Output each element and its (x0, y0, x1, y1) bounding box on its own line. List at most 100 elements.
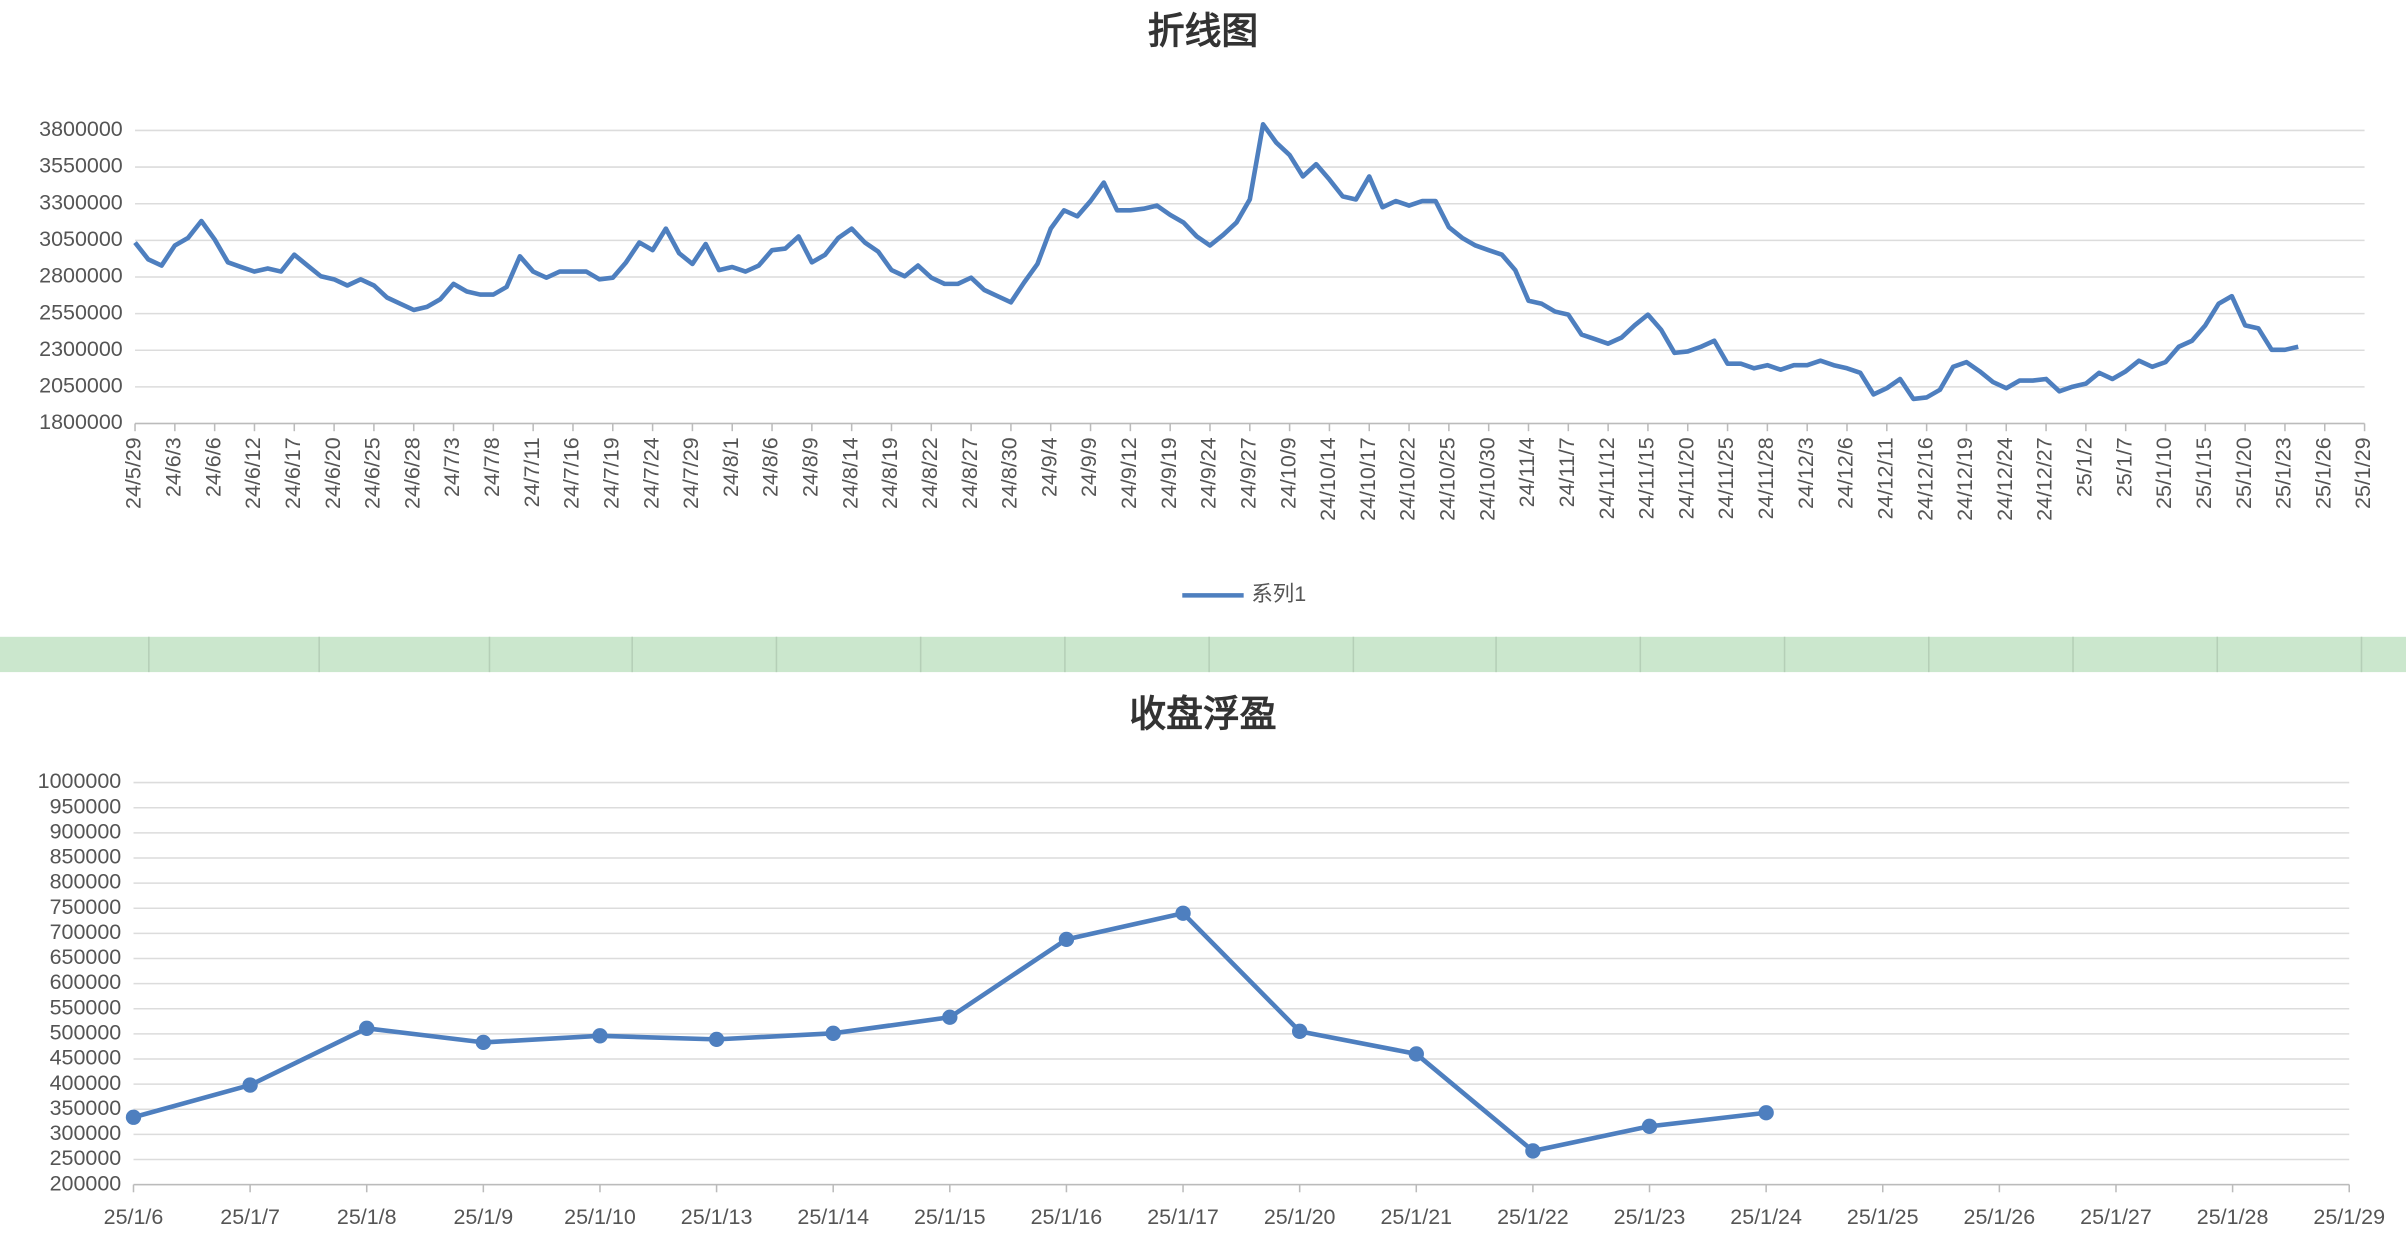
y-tick-label: 1000000 (38, 769, 122, 793)
x-tick-label: 24/11/12 (1595, 437, 1619, 519)
data-point (1291, 1023, 1308, 1040)
x-tick-label: 25/1/23 (2272, 437, 2296, 509)
y-tick-label: 1800000 (39, 410, 123, 434)
y-tick-label: 2550000 (39, 300, 123, 324)
x-tick-label: 25/1/26 (1964, 1205, 2036, 1229)
x-tick-label: 24/6/12 (241, 437, 265, 509)
y-tick-label: 850000 (50, 845, 122, 869)
y-tick-label: 800000 (50, 870, 122, 894)
x-tick-label: 25/1/16 (1031, 1205, 1103, 1229)
x-tick-label: 24/11/4 (1515, 437, 1539, 507)
y-tick-label: 200000 (50, 1171, 122, 1195)
x-tick-label: 24/7/29 (679, 437, 703, 509)
x-tick-label: 24/7/11 (520, 437, 544, 507)
x-tick-label: 24/10/9 (1276, 437, 1300, 509)
data-point (359, 1020, 375, 1036)
x-tick-label: 24/9/9 (1077, 437, 1101, 497)
x-tick-label: 25/1/28 (2197, 1205, 2269, 1229)
x-tick-label: 24/10/17 (1356, 437, 1380, 521)
series-line (132, 910, 1767, 1154)
data-point (1641, 1118, 1658, 1134)
y-tick-label: 2050000 (39, 374, 123, 398)
y-tick-label: 950000 (50, 794, 122, 818)
x-tick-label: 25/1/22 (1497, 1205, 1569, 1229)
y-tick-label: 650000 (50, 945, 122, 969)
x-tick-label: 24/7/3 (440, 437, 464, 497)
series-line (133, 121, 2299, 402)
x-tick-label: 24/8/14 (838, 437, 862, 509)
x-tick-label: 24/11/28 (1754, 437, 1778, 519)
data-point (708, 1031, 725, 1048)
x-tick-label: 24/12/24 (1993, 437, 2017, 521)
x-tick-label: 25/1/15 (914, 1205, 986, 1229)
y-tick-label: 3050000 (39, 227, 123, 251)
x-tick-label: 24/8/1 (719, 437, 743, 497)
legend-label: 系列1 (1251, 582, 1306, 606)
x-tick-label: 24/8/9 (799, 437, 823, 497)
x-tick-label: 24/9/24 (1197, 437, 1221, 509)
x-tick-label: 24/12/3 (1794, 437, 1818, 509)
data-point (1758, 1105, 1774, 1121)
data-point (1175, 905, 1191, 921)
x-tick-label: 24/10/14 (1316, 437, 1340, 521)
x-tick-label: 25/1/8 (337, 1205, 397, 1229)
x-tick-label: 25/1/26 (2311, 437, 2335, 509)
y-tick-label: 3550000 (39, 154, 123, 178)
band-divider (148, 636, 2363, 673)
data-point (1058, 931, 1075, 948)
x-tick-label: 24/6/20 (321, 437, 345, 509)
data-point (592, 1028, 608, 1044)
x-tick-label: 24/6/17 (281, 437, 305, 509)
chart-title: 折线图 (1148, 10, 1258, 51)
x-tick-label: 24/6/25 (361, 437, 385, 509)
x-tick-label: 25/1/29 (2313, 1205, 2385, 1229)
y-tick-label: 400000 (50, 1071, 122, 1095)
x-tick-label: 25/1/7 (2112, 437, 2136, 497)
chart-title: 收盘浮盈 (1129, 693, 1276, 734)
x-tick-label: 24/7/19 (599, 437, 623, 509)
x-tick-label: 24/8/19 (878, 437, 902, 509)
x-tick-label: 24/8/30 (998, 437, 1022, 509)
y-tick-label: 2300000 (39, 337, 123, 361)
y-tick-label: 3800000 (39, 117, 123, 141)
x-tick-label: 25/1/14 (797, 1205, 869, 1229)
data-point (1408, 1046, 1424, 1062)
x-tick-label: 24/10/25 (1436, 437, 1460, 521)
x-tick-label: 24/7/16 (560, 437, 584, 509)
x-tick-label: 25/1/23 (1614, 1205, 1686, 1229)
x-tick-label: 25/1/15 (2192, 437, 2216, 509)
divider-band (0, 636, 2406, 673)
y-tick-label: 500000 (50, 1021, 122, 1045)
x-tick-label: 24/12/16 (1913, 437, 1937, 521)
x-tick-label: 24/11/15 (1635, 437, 1659, 519)
x-tick-label: 24/12/6 (1834, 437, 1858, 509)
x-tick-label: 24/10/30 (1475, 437, 1499, 521)
x-tick-label: 24/11/25 (1714, 437, 1738, 519)
x-tick-label: 24/11/20 (1674, 437, 1698, 519)
x-tick-label: 24/9/4 (1037, 437, 1061, 497)
y-tick-label: 300000 (50, 1121, 122, 1145)
x-tick-label: 25/1/29 (2351, 437, 2375, 509)
data-point (475, 1034, 492, 1051)
y-tick-label: 3300000 (39, 190, 123, 214)
x-tick-label: 24/5/29 (122, 437, 146, 509)
x-tick-label: 24/8/22 (918, 437, 942, 509)
x-tick-label: 25/1/10 (2152, 437, 2176, 509)
x-tick-label: 25/1/9 (453, 1205, 513, 1229)
data-point (1525, 1143, 1541, 1159)
x-tick-label: 24/9/12 (1117, 437, 1141, 509)
x-tick-label: 25/1/7 (220, 1205, 280, 1229)
y-tick-label: 450000 (50, 1046, 122, 1070)
x-tick-label: 24/7/24 (639, 437, 663, 509)
y-tick-label: 250000 (50, 1146, 122, 1170)
data-point (125, 1109, 142, 1125)
x-tick-label: 25/1/27 (2080, 1205, 2152, 1229)
x-tick-label: 24/6/3 (162, 437, 186, 497)
x-tick-label: 24/8/6 (759, 437, 783, 497)
y-tick-label: 750000 (50, 895, 122, 919)
x-tick-label: 24/8/27 (958, 437, 982, 509)
y-tick-label: 900000 (50, 820, 122, 844)
x-tick-label: 25/1/2 (2073, 437, 2097, 497)
y-tick-label: 700000 (50, 920, 122, 944)
